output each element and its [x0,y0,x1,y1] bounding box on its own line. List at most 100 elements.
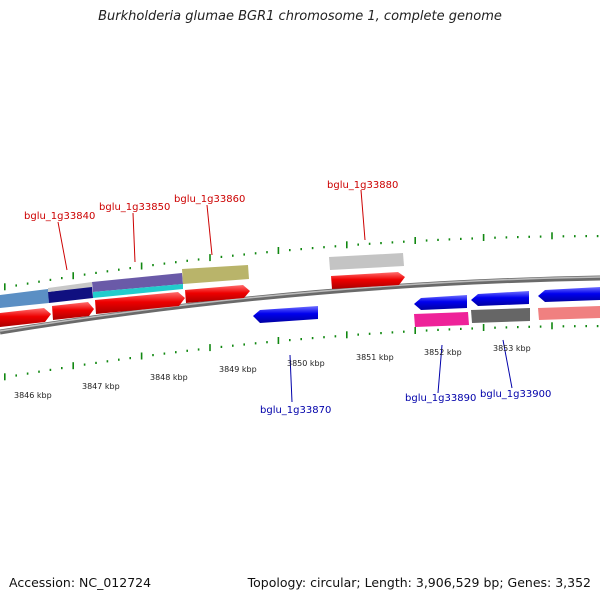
minor-tick [357,333,359,336]
minor-tick [562,235,565,238]
map-title: Burkholderia glumae BGR1 chromosome 1, c… [98,9,502,24]
accession-text: Accession: NC_012724 [9,575,152,590]
major-tick [277,337,280,344]
major-tick [209,344,211,352]
gene-label-33900[interactable]: bglu_1g33900 [480,389,551,400]
gene-arrow-33840[interactable] [52,302,94,320]
upper-scale-ticks [4,232,599,291]
minor-tick [61,277,63,280]
minor-tick [368,332,371,335]
minor-tick [585,235,587,238]
minor-tick [266,251,268,254]
minor-tick [505,236,508,239]
minor-tick [425,329,428,332]
minor-tick [403,330,405,333]
gene-arrow-33890[interactable] [414,295,467,310]
minor-tick [26,372,29,375]
minor-tick [368,242,371,245]
kbp-label: 3846 kbp [14,391,52,400]
minor-tick [152,354,154,357]
minor-tick [118,358,120,361]
feature-band-cyan [93,284,183,298]
gene-arrow-33900[interactable] [471,291,529,306]
minor-tick [61,367,63,370]
minor-tick [118,268,120,271]
minor-tick [49,278,52,281]
minor-tick [596,325,599,328]
minor-tick [38,370,40,373]
gene-label-33880[interactable]: bglu_1g33880 [327,180,398,191]
gene-arrow-33870[interactable] [253,306,318,323]
kbp-label: 3848 kbp [150,373,188,382]
gene-arrow-33850[interactable] [95,292,185,314]
gene-label-33840[interactable]: bglu_1g33840 [24,211,95,222]
plus-strand-genes [0,272,405,327]
major-tick [551,232,553,240]
minor-tick [391,241,394,244]
minor-tick [528,235,530,238]
minor-tick [243,343,245,346]
minor-tick [254,342,257,345]
kbp-label: 3850 kbp [287,359,325,368]
minor-tick [471,237,473,240]
major-tick [277,247,280,254]
minor-tick [83,273,86,276]
minor-tick [129,267,131,270]
major-tick [414,237,416,244]
minor-tick [437,238,439,241]
kbp-label: 3851 kbp [356,353,394,362]
minor-tick [574,325,576,328]
minor-tick [505,326,508,329]
minor-tick [232,344,234,347]
feature-band-olive [182,265,249,284]
minor-tick [186,349,188,352]
minor-tick [197,258,200,261]
minor-tick [494,236,496,239]
minor-tick [539,235,542,238]
minor-tick [38,280,40,283]
feature-band-purple [92,273,183,292]
gene-arrow-33880[interactable] [331,272,405,289]
minor-tick [380,332,382,335]
minor-tick [471,327,473,330]
major-tick [482,324,485,331]
major-tick [346,241,348,249]
minor-tick [266,341,268,344]
feature-band-magenta [414,312,469,327]
minor-tick [175,261,177,264]
kbp-label: 3853 kbp [493,344,531,353]
major-tick [346,331,348,339]
minor-tick [197,348,200,351]
minor-tick [163,352,166,355]
major-tick [72,362,74,370]
minor-tick [539,325,542,328]
minor-tick [528,325,530,328]
minor-tick [494,326,496,329]
major-tick [209,254,211,262]
gene-label-33860[interactable]: bglu_1g33860 [174,194,245,205]
gene-label-33850[interactable]: bglu_1g33850 [99,202,170,213]
minor-tick [15,284,17,287]
minor-tick [289,249,291,252]
minor-tick [391,331,394,334]
minor-tick [232,254,234,257]
gene-arrow-plus[interactable] [0,308,51,327]
gene-label-33870[interactable]: bglu_1g33870 [260,405,331,416]
minor-tick [517,326,519,329]
minor-tick [357,243,359,246]
minor-tick [334,245,337,248]
major-tick [140,352,143,360]
minor-tick [254,252,257,255]
feature-band-gray-33880 [329,253,404,270]
gene-arrow-33860[interactable] [185,285,250,303]
minor-tick [403,240,405,243]
minor-tick [106,270,109,273]
minor-tick [448,238,451,241]
gene-arrow-minus-right[interactable] [538,287,600,302]
minor-tick [460,237,462,240]
minor-tick [220,255,223,258]
gene-label-33890[interactable]: bglu_1g33890 [405,393,476,404]
minor-tick [311,337,314,340]
lower-scale-ticks [4,322,599,381]
major-tick [140,262,143,270]
